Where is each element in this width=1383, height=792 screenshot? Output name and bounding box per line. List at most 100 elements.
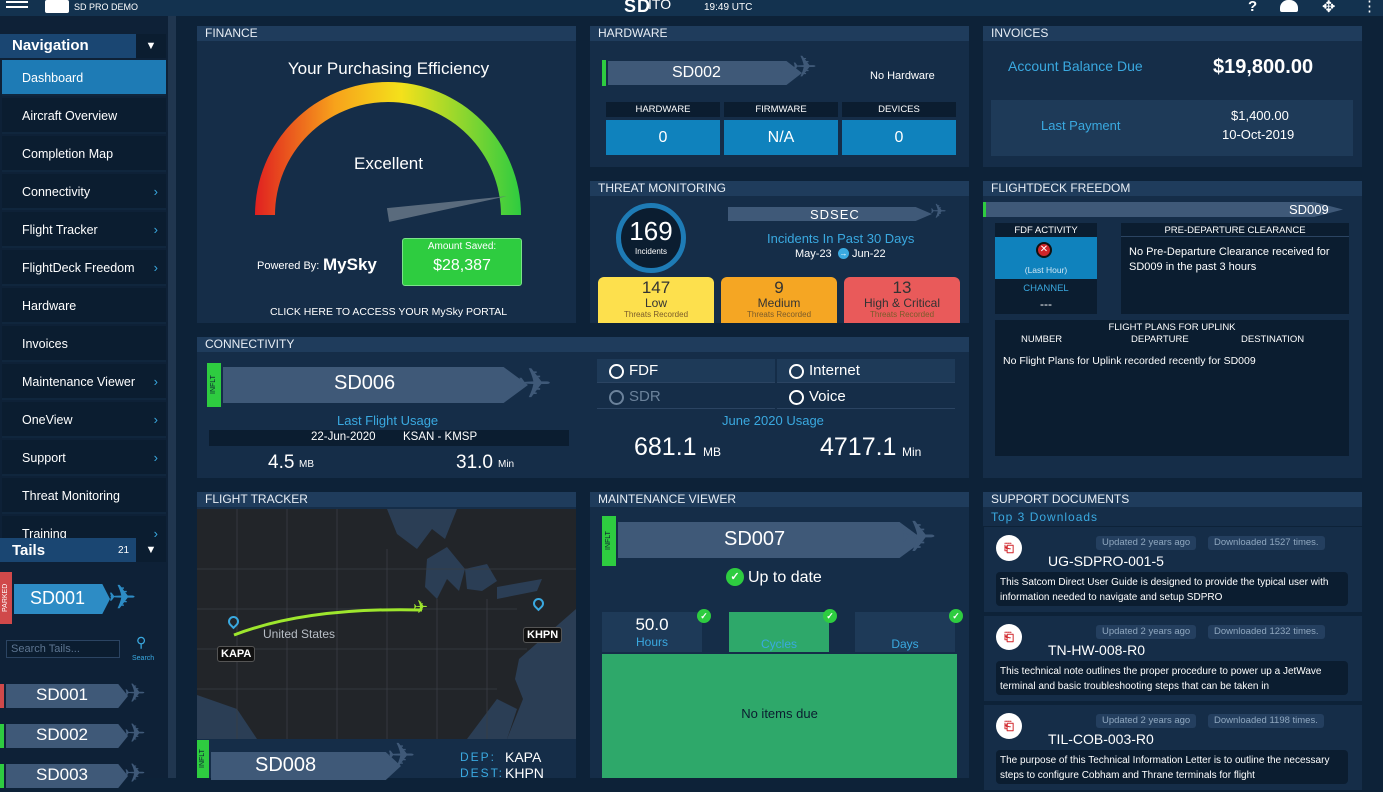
mysky-portal-link[interactable]: CLICK HERE TO ACCESS YOUR MySky PORTAL — [269, 306, 508, 318]
sidebar-item-dashboard[interactable]: Dashboard — [2, 60, 166, 96]
top-bar: SD PRO DEMO SD ΙΤΟ 19:49 UTC ? ✥ ⋮ — [0, 0, 1383, 16]
connectivity-tail-bar[interactable] — [223, 367, 528, 403]
bell-icon[interactable] — [1280, 0, 1298, 12]
service-toggle-internet[interactable]: Internet — [777, 359, 955, 383]
tails-header[interactable]: Tails 21 ▼ — [0, 538, 166, 562]
days-label: Days — [891, 637, 919, 651]
service-toggle-fdf[interactable]: FDF — [597, 359, 775, 383]
hardware-cell-label: FIRMWARE — [724, 102, 838, 117]
last-flight-data: 4.5 — [268, 452, 295, 473]
app-name: SD PRO DEMO — [74, 2, 139, 12]
maintenance-tail-bar[interactable] — [618, 522, 924, 558]
navigation-header[interactable]: Navigation ▼ — [0, 34, 166, 58]
flight-plans-column-header: DEPARTURE — [1131, 334, 1189, 345]
threat-level-count: 13 — [892, 278, 912, 297]
threat-level-card[interactable]: 13 High & Critical Threats Recorded — [844, 277, 960, 323]
threat-level-card[interactable]: 147 Low Threats Recorded — [598, 277, 714, 323]
user-avatar-icon[interactable] — [45, 0, 69, 13]
sidebar-item-threat-monitoring[interactable]: Threat Monitoring — [2, 478, 166, 514]
hardware-tail-bar[interactable] — [608, 61, 802, 85]
cycles-label: Cycles — [760, 637, 797, 651]
doc-title: UG-SDPRO-001-5 — [1048, 553, 1164, 569]
fdf-panel: FLIGHTDECK FREEDOM SD009 FDF ACTIVITY ✕ … — [983, 181, 1362, 478]
chevron-right-icon: › — [153, 184, 158, 199]
selected-tail-card[interactable]: PARKED SD001 ✈ — [0, 572, 166, 628]
finance-title: Your Purchasing Efficiency — [287, 59, 490, 78]
hamburger-menu-icon[interactable] — [6, 0, 28, 12]
hardware-cell-label: DEVICES — [842, 102, 956, 117]
doc-title: TN-HW-008-R0 — [1048, 642, 1145, 658]
logo: SD — [624, 0, 652, 16]
chevron-down-icon[interactable]: ▼ — [136, 34, 166, 58]
tail-status-badge: PARKED — [0, 572, 12, 624]
chevron-right-icon: › — [153, 374, 158, 389]
sidebar-item-aircraft-overview[interactable]: Aircraft Overview — [2, 98, 166, 134]
check-circle-icon: ✓ — [697, 609, 711, 623]
sidebar-item-invoices[interactable]: Invoices — [2, 326, 166, 362]
dep-label: DEP: — [460, 750, 497, 764]
airplane-icon: ✈ — [124, 678, 146, 708]
threat-level-count: 147 — [641, 278, 671, 297]
threat-level-card[interactable]: 9 Medium Threats Recorded — [721, 277, 837, 323]
tracker-tail-bar[interactable] — [211, 752, 401, 780]
sidebar-item-oneview[interactable]: OneView › — [2, 402, 166, 438]
sidebar-item-flight-tracker[interactable]: Flight Tracker › — [2, 212, 166, 248]
doc-downloads: Downloaded 1198 times. — [1208, 714, 1324, 728]
flight-tracker-header: FLIGHT TRACKER — [197, 492, 576, 507]
fdf-activity-card: FDF ACTIVITY ✕ (Last Hour) CHANNEL --- — [995, 223, 1097, 314]
sidebar-item-label: Hardware — [22, 299, 77, 313]
map-dest-label: KHPN — [523, 627, 563, 643]
support-document[interactable]: ⎗ Updated 2 years ago Downloaded 1527 ti… — [984, 527, 1362, 613]
service-toggle-voice[interactable]: Voice — [777, 385, 955, 409]
sidebar-item-label: Dashboard — [22, 71, 84, 85]
tail-name: SD001 — [36, 685, 88, 704]
fdf-activity-box: ✕ (Last Hour) — [995, 237, 1097, 279]
incidents-ring: 169 Incidents — [616, 203, 686, 273]
service-label: SDR — [629, 388, 661, 405]
sidebar-item-label: FlightDeck Freedom — [22, 261, 135, 275]
pdf-icon: ⎗ — [996, 713, 1022, 739]
pdc-title: PRE-DEPARTURE CLEARANCE — [1121, 223, 1349, 237]
fdf-header: FLIGHTDECK FREEDOM — [983, 181, 1362, 196]
sidebar-item-label: Aircraft Overview — [22, 109, 118, 123]
sidebar-item-maintenance-viewer[interactable]: Maintenance Viewer › — [2, 364, 166, 400]
airplane-icon: ✈ — [387, 737, 416, 775]
support-document[interactable]: ⎗ Updated 2 years ago Downloaded 1198 ti… — [984, 705, 1362, 791]
tail-list-item[interactable]: SD002 ✈ — [0, 718, 166, 752]
maintenance-state: Up to date — [748, 569, 822, 586]
threat-level-label: Medium — [757, 296, 801, 310]
sidebar-item-support[interactable]: Support › — [2, 440, 166, 476]
tail-list-item[interactable]: SD003 ✈ — [0, 758, 166, 792]
amount-saved-box[interactable]: Amount Saved: $28,387 — [402, 238, 522, 286]
hardware-cell: DEVICES 0 — [842, 102, 956, 156]
airplane-marker-icon[interactable]: ✈ — [413, 597, 429, 617]
hours-box: 50.0 Hours — [602, 612, 702, 652]
flight-plans-title: FLIGHT PLANS FOR UPLINK — [1108, 322, 1236, 333]
sidebar-item-hardware[interactable]: Hardware — [2, 288, 166, 324]
sidebar-item-completion-map[interactable]: Completion Map — [2, 136, 166, 172]
search-icon[interactable]: ⚲ — [136, 634, 147, 650]
doc-description: This Satcom Direct User Guide is designe… — [996, 572, 1348, 606]
sidebar-item-flightdeck-freedom[interactable]: FlightDeck Freedom › — [2, 250, 166, 286]
threat-tail-bar[interactable] — [728, 207, 932, 221]
pdc-card: PRE-DEPARTURE CLEARANCE No Pre-Departure… — [1121, 223, 1349, 314]
tail-search-input[interactable]: Search Tails... — [6, 640, 120, 658]
sidebar-item-connectivity[interactable]: Connectivity › — [2, 174, 166, 210]
amount-saved-value: $28,387 — [433, 257, 491, 274]
sidebar-item-label: Completion Map — [22, 147, 114, 161]
search-label: Search — [132, 655, 155, 662]
help-icon[interactable]: ? — [1248, 0, 1258, 15]
more-options-icon[interactable]: ⋮ — [1362, 0, 1377, 15]
doc-description: This technical note outlines the proper … — [996, 661, 1348, 695]
service-toggle-sdr[interactable]: SDR — [597, 385, 775, 409]
chevron-down-icon[interactable]: ▼ — [136, 538, 166, 562]
last-payment-value: $1,400.00 — [1231, 108, 1289, 123]
sidebar-scrollbar[interactable] — [168, 16, 176, 778]
airplane-icon: ✈ — [517, 360, 553, 407]
flight-map[interactable] — [197, 509, 576, 739]
tail-list-item[interactable]: SD001 ✈ — [0, 678, 166, 712]
support-document[interactable]: ⎗ Updated 2 years ago Downloaded 1232 ti… — [984, 616, 1362, 702]
fdf-tail-bar[interactable] — [983, 202, 1343, 217]
move-icon[interactable]: ✥ — [1322, 0, 1336, 16]
channel-value: --- — [1040, 297, 1052, 311]
